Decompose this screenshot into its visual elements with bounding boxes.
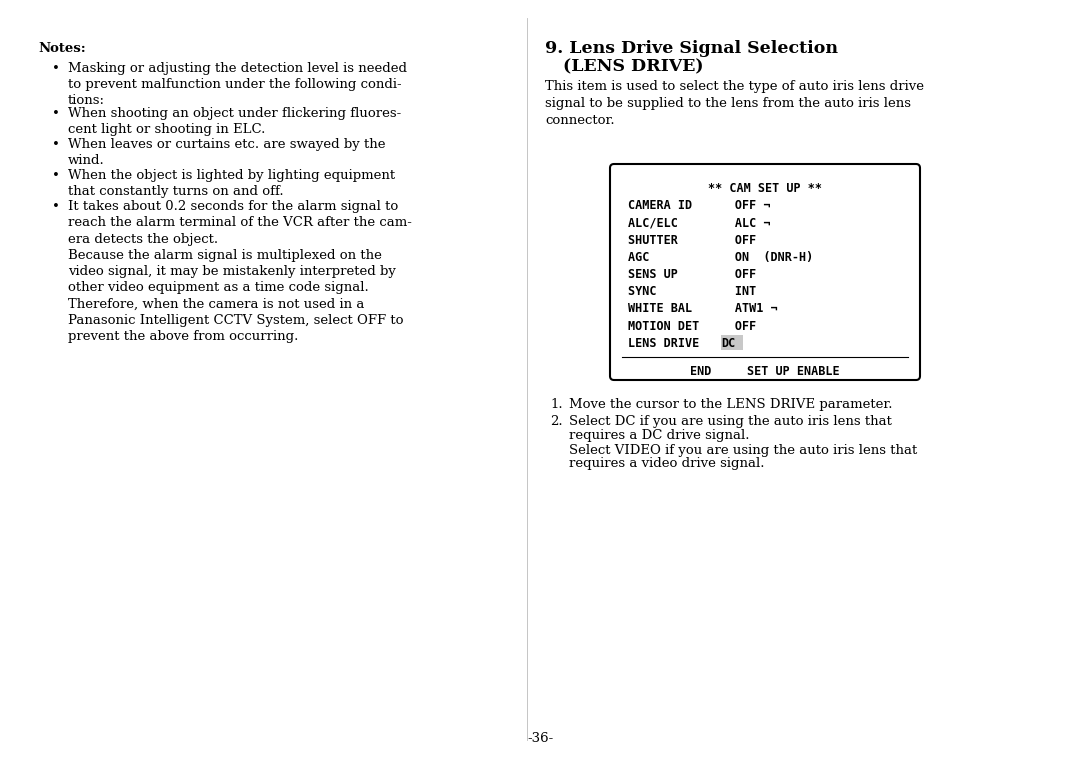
Text: Move the cursor to the LENS DRIVE parameter.: Move the cursor to the LENS DRIVE parame… [569, 398, 892, 411]
Text: •: • [52, 200, 59, 213]
Text: Masking or adjusting the detection level is needed
to prevent malfunction under : Masking or adjusting the detection level… [68, 62, 407, 108]
Text: -36-: -36- [527, 732, 553, 745]
Text: ** CAM SET UP **: ** CAM SET UP ** [708, 182, 822, 195]
Text: Select DC if you are using the auto iris lens that: Select DC if you are using the auto iris… [569, 415, 892, 428]
Text: •: • [52, 138, 59, 151]
Text: This item is used to select the type of auto iris lens drive
signal to be suppli: This item is used to select the type of … [545, 80, 924, 127]
Bar [720, 335, 743, 350]
Text: DC: DC [721, 337, 735, 349]
Text: 2.: 2. [550, 415, 563, 428]
Text: When leaves or curtains etc. are swayed by the
wind.: When leaves or curtains etc. are swayed … [68, 138, 386, 168]
Text: (LENS DRIVE): (LENS DRIVE) [545, 58, 703, 75]
Text: SHUTTER        OFF: SHUTTER OFF [627, 233, 756, 246]
Text: •: • [52, 107, 59, 120]
Text: requires a DC drive signal.: requires a DC drive signal. [569, 429, 750, 442]
Text: It takes about 0.2 seconds for the alarm signal to
reach the alarm terminal of t: It takes about 0.2 seconds for the alarm… [68, 200, 411, 343]
Text: Select VIDEO if you are using the auto iris lens that: Select VIDEO if you are using the auto i… [569, 443, 917, 456]
Text: When shooting an object under flickering fluores-
cent light or shooting in ELC.: When shooting an object under flickering… [68, 107, 402, 136]
Text: MOTION DET     OFF: MOTION DET OFF [627, 320, 756, 333]
Text: SENS UP        OFF: SENS UP OFF [627, 268, 756, 281]
Text: •: • [52, 169, 59, 182]
Text: When the object is lighted by lighting equipment
that constantly turns on and of: When the object is lighted by lighting e… [68, 169, 395, 199]
Text: requires a video drive signal.: requires a video drive signal. [569, 457, 765, 471]
Text: ALC/ELC        ALC ¬: ALC/ELC ALC ¬ [627, 216, 770, 230]
Text: Notes:: Notes: [38, 42, 85, 55]
Text: 1.: 1. [550, 398, 563, 411]
Text: END     SET UP ENABLE: END SET UP ENABLE [690, 365, 840, 378]
Text: CAMERA ID      OFF ¬: CAMERA ID OFF ¬ [627, 199, 770, 212]
Text: SYNC           INT: SYNC INT [627, 285, 756, 298]
Text: AGC            ON  (DNR-H): AGC ON (DNR-H) [627, 251, 813, 264]
Text: LENS DRIVE: LENS DRIVE [627, 337, 734, 349]
Text: •: • [52, 62, 59, 75]
Text: 9. Lens Drive Signal Selection: 9. Lens Drive Signal Selection [545, 40, 838, 57]
Text: WHITE BAL      ATW1 ¬: WHITE BAL ATW1 ¬ [627, 302, 778, 315]
FancyBboxPatch shape [610, 164, 920, 380]
